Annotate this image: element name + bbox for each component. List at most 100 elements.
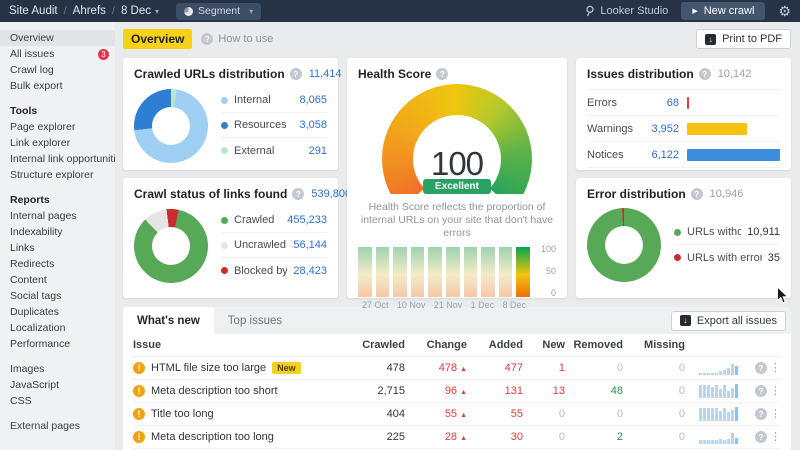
sparkline-bar (735, 366, 738, 375)
sidebar-item-duplicates[interactable]: Duplicates (0, 304, 115, 320)
looker-studio-link[interactable]: Looker Studio (585, 5, 668, 17)
sidebar-item-overview[interactable]: Overview (0, 30, 115, 46)
sidebar-group-gap (0, 409, 115, 418)
sidebar-item-images[interactable]: Images (0, 361, 115, 377)
row-menu-icon[interactable]: ⋮ (770, 409, 781, 420)
sidebar-item-link-explorer[interactable]: Link explorer (0, 135, 115, 151)
trend-x-axis: 27 Oct10 Nov21 Nov1 Dec8 Dec (358, 300, 530, 310)
sidebar-item-internal-pages[interactable]: Internal pages (0, 208, 115, 224)
issue-cell[interactable]: !Meta description too long (133, 431, 351, 443)
missing-value: 0 (623, 385, 685, 397)
sidebar-item-links[interactable]: Links (0, 240, 115, 256)
sidebar-item-social-tags[interactable]: Social tags (0, 288, 115, 304)
issue-cell[interactable]: !Meta description too short (133, 385, 351, 397)
sidebar-item-localization[interactable]: Localization (0, 320, 115, 336)
breadcrumb-separator: / (111, 5, 116, 17)
sidebar-item-bulk-export[interactable]: Bulk export (0, 78, 115, 94)
issues-row-value[interactable]: 6,122 (645, 149, 679, 161)
crawl-status-donut-chart (134, 209, 208, 283)
download-icon (680, 315, 691, 326)
trend-bar (464, 247, 478, 297)
trend-bar (358, 247, 372, 297)
overview-tab[interactable]: Overview (123, 29, 192, 49)
sparkline-bar (727, 368, 730, 376)
trend-x-label: 10 Nov (397, 300, 426, 310)
sidebar-item-internal-link-opportunities[interactable]: Internal link opportunities (0, 151, 115, 167)
sidebar-item-label: Overview (10, 32, 54, 44)
legend-value: 10,911 (747, 226, 780, 238)
issues-row-value[interactable]: 3,952 (645, 123, 679, 135)
issue-cell[interactable]: !Title too long (133, 408, 351, 420)
table-header-row: IssueCrawledChangeAddedNewRemovedMissing (133, 334, 781, 356)
sidebar-item-indexability[interactable]: Indexability (0, 224, 115, 240)
removed-value: 0 (565, 362, 623, 374)
sidebar-item-structure-explorer[interactable]: Structure explorer (0, 167, 115, 183)
segment-button[interactable]: Segment ▾ (176, 3, 261, 20)
card-total[interactable]: 11,414 (309, 68, 342, 80)
donut-hole (605, 226, 643, 264)
issue-cell[interactable]: !HTML file size too largeNew (133, 362, 351, 374)
sidebar-item-performance[interactable]: Performance (0, 336, 115, 352)
sidebar-item-label: All issues (10, 48, 54, 60)
card-total: 10,946 (710, 188, 744, 200)
help-icon[interactable]: ? (292, 188, 304, 200)
card-crawled-urls-distribution: Crawled URLs distribution ? 11,414 Inter… (123, 58, 338, 170)
legend-value[interactable]: 3,058 (299, 119, 327, 131)
help-icon[interactable]: ? (691, 188, 703, 200)
legend-label: Crawled (234, 214, 281, 226)
sidebar-item-javascript[interactable]: JavaScript (0, 377, 115, 393)
sparkline-bar (723, 440, 726, 444)
date-dropdown[interactable]: 8 Dec▾ (121, 5, 159, 17)
sidebar-item-redirects[interactable]: Redirects (0, 256, 115, 272)
legend-value[interactable]: 291 (309, 145, 327, 157)
legend-value[interactable]: 28,423 (293, 265, 327, 277)
help-icon[interactable]: ? (699, 68, 711, 80)
row-menu-icon[interactable]: ⋮ (770, 363, 781, 374)
sidebar-item-content[interactable]: Content (0, 272, 115, 288)
legend-label: Internal (234, 94, 293, 106)
issue-name: Title too long (151, 408, 214, 420)
settings-gear-icon[interactable]: ⚙ (778, 4, 791, 18)
help-icon[interactable]: ? (755, 385, 767, 397)
how-to-use-link[interactable]: ? How to use (201, 33, 273, 45)
breadcrumb-site-audit[interactable]: Site Audit (9, 5, 58, 17)
legend-value[interactable]: 56,144 (293, 239, 327, 251)
trend-y-tick: 0 (551, 288, 556, 298)
row-menu-icon[interactable]: ⋮ (770, 386, 781, 397)
legend-value[interactable]: 8,065 (299, 94, 327, 106)
sidebar-item-external-pages[interactable]: External pages (0, 418, 115, 434)
help-icon[interactable]: ? (755, 408, 767, 420)
sidebar-item-page-explorer[interactable]: Page explorer (0, 119, 115, 135)
sparkline-bar (727, 439, 730, 444)
sidebar-item-css[interactable]: CSS (0, 393, 115, 409)
legend-label: URLs without errors (687, 226, 741, 238)
breadcrumb-project[interactable]: Ahrefs (73, 5, 106, 17)
issues-row-value[interactable]: 68 (645, 97, 679, 109)
help-icon[interactable]: ? (755, 431, 767, 443)
new-crawl-button[interactable]: ▶ New crawl (681, 2, 765, 20)
export-all-issues-button[interactable]: Export all issues (671, 311, 786, 331)
sidebar-item-label: CSS (10, 395, 32, 407)
sparkline-bar (715, 408, 718, 421)
change-up-icon: ▲ (460, 366, 467, 373)
sidebar-item-label: Internal link opportunities (10, 153, 115, 165)
health-score-description: Health Score reflects the proportion of … (360, 201, 554, 240)
column-header: Change (405, 339, 467, 351)
card-title: Error distribution (587, 187, 686, 201)
row-menu-icon[interactable]: ⋮ (770, 432, 781, 443)
help-icon[interactable]: ? (290, 68, 302, 80)
print-to-pdf-button[interactable]: Print to PDF (696, 29, 791, 49)
sparkline-bar (731, 364, 734, 375)
table-row: !Meta description too long22528▲30020?⋮ (133, 425, 781, 448)
legend-value[interactable]: 455,233 (287, 214, 327, 226)
help-icon[interactable]: ? (436, 68, 448, 80)
issue-sparkline (699, 407, 741, 421)
column-header: Missing (623, 339, 685, 351)
help-icon[interactable]: ? (755, 362, 767, 374)
sidebar-item-crawl-log[interactable]: Crawl log (0, 62, 115, 78)
sidebar-item-all-issues[interactable]: All issues3 (0, 46, 115, 62)
tab-top-issues[interactable]: Top issues (214, 307, 296, 334)
card-total[interactable]: 539,800 (311, 188, 351, 200)
new-value: 13 (523, 385, 565, 397)
tab-whats-new[interactable]: What's new (123, 307, 214, 334)
